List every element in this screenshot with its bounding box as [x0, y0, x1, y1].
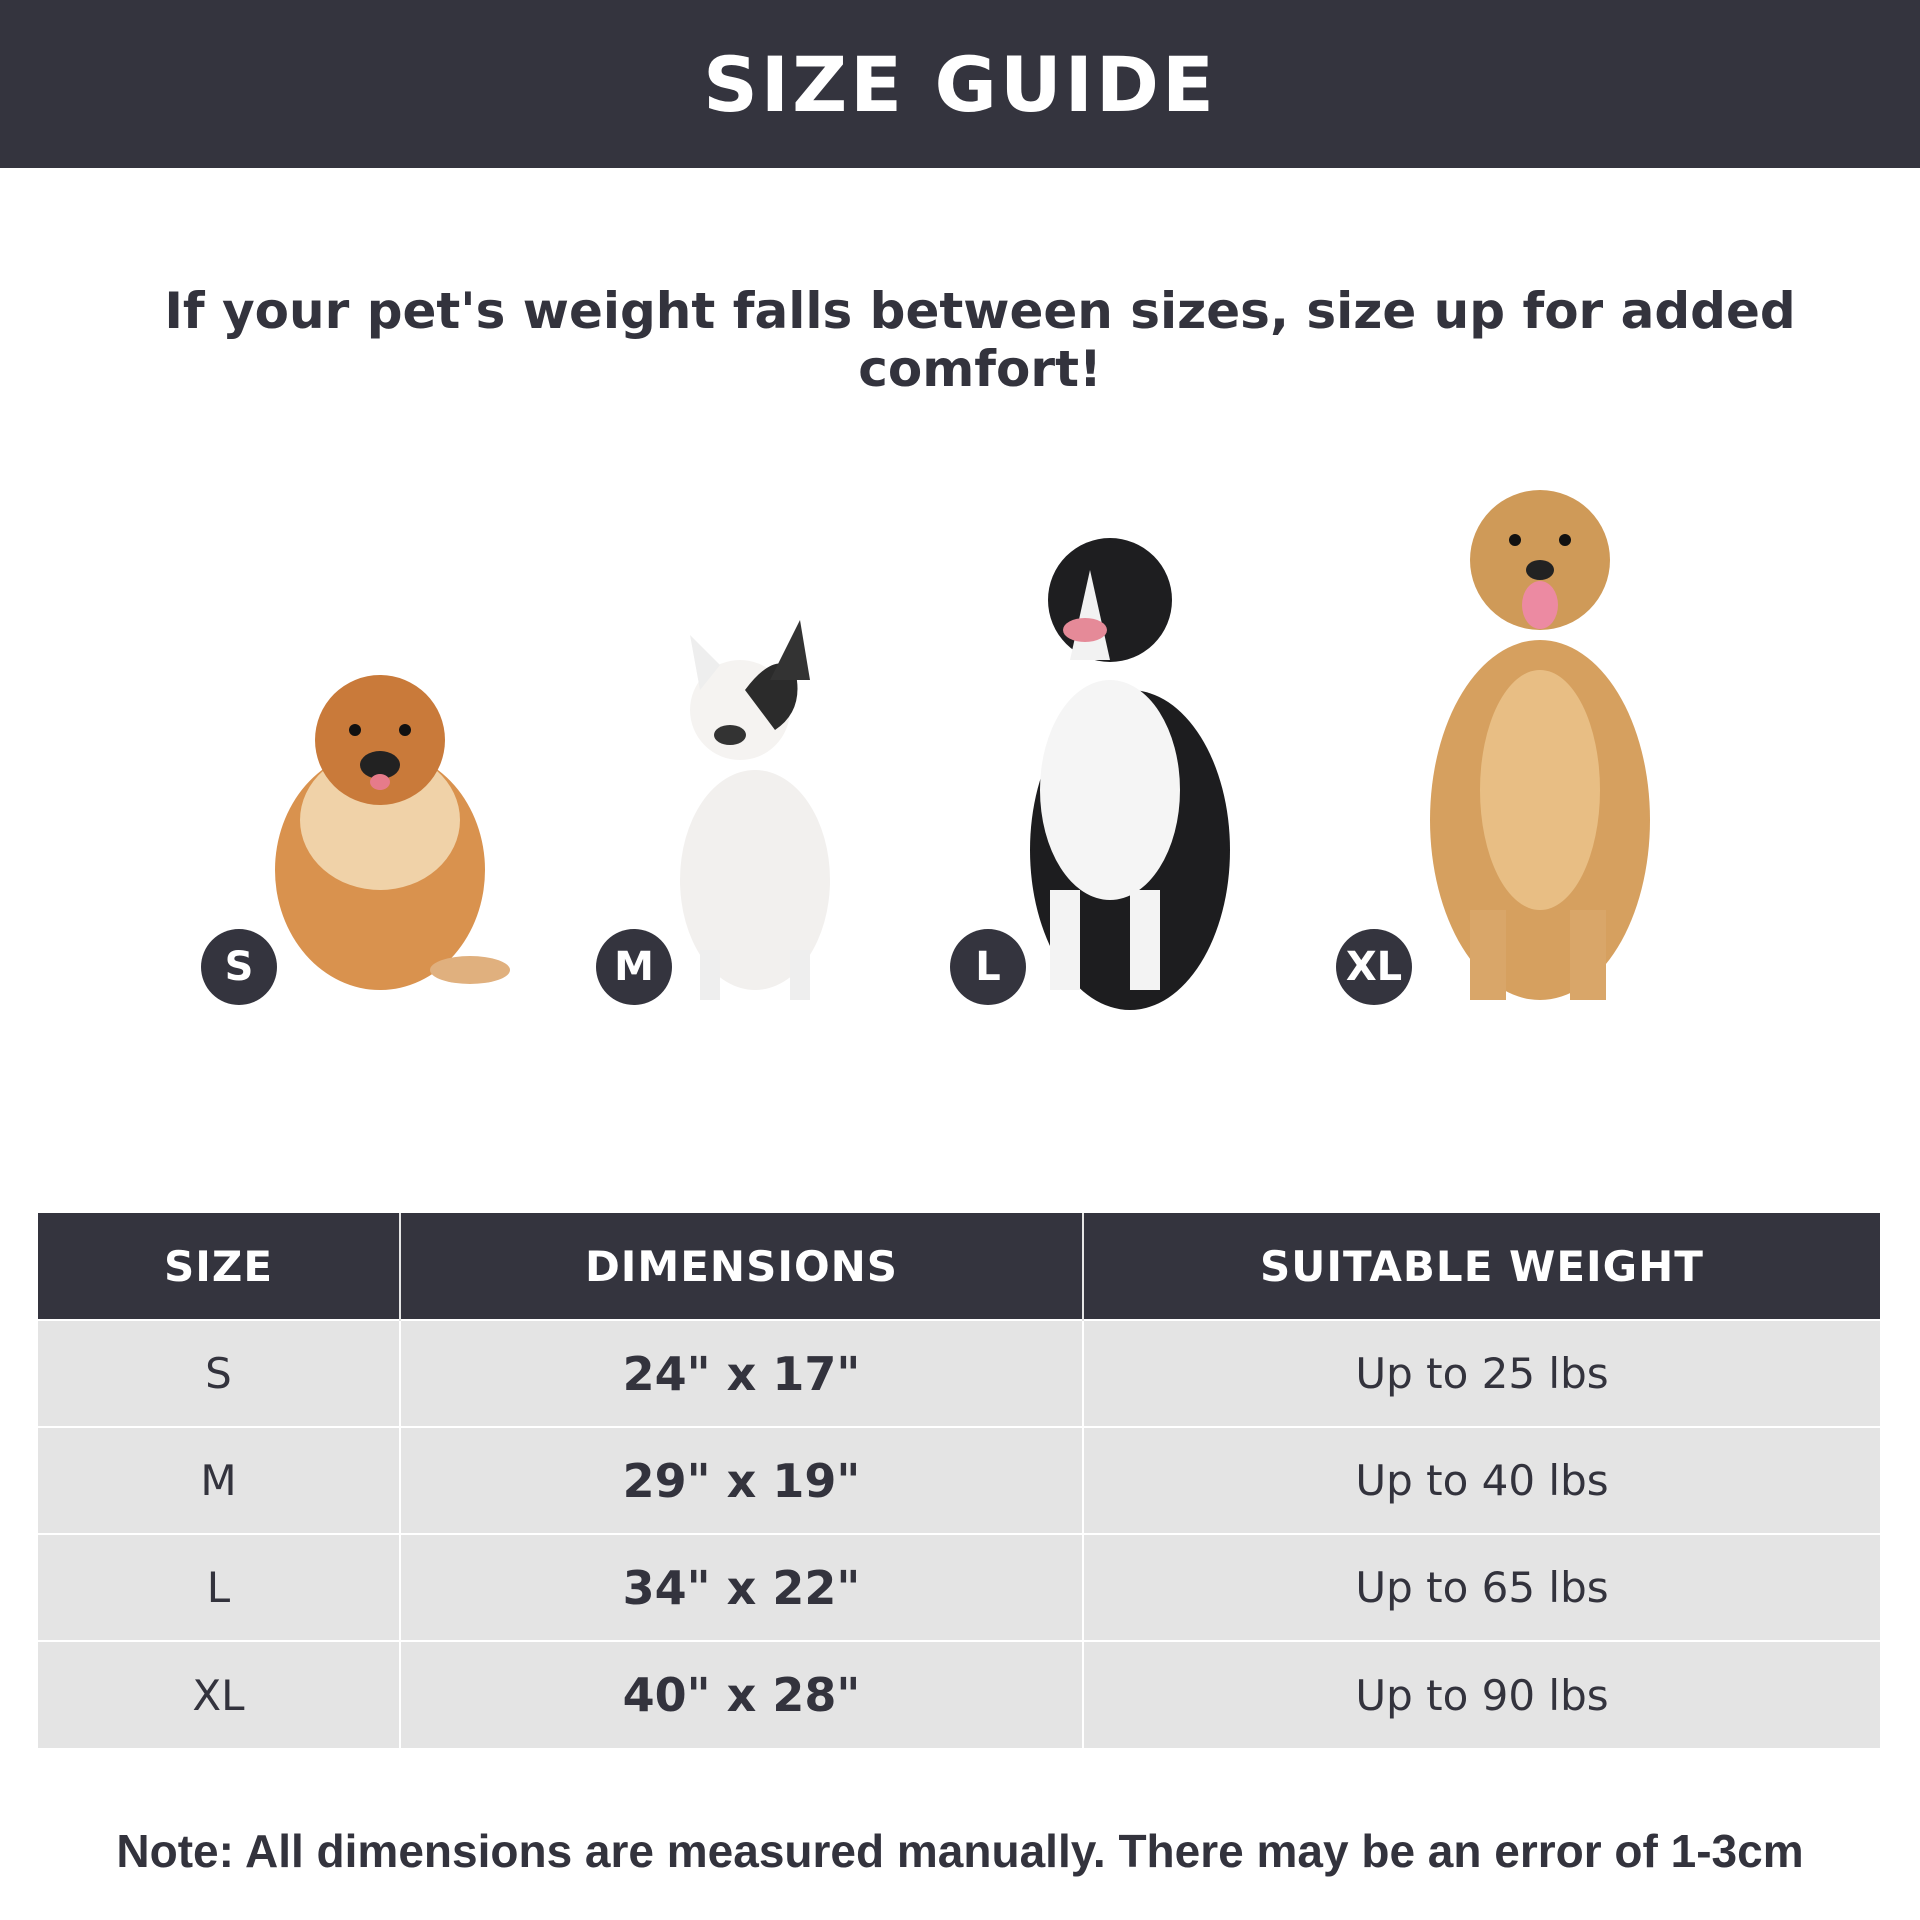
- cell-size: L: [38, 1533, 401, 1641]
- cell-size: S: [38, 1319, 401, 1427]
- table-row: S 24" x 17" Up to 25 lbs: [38, 1319, 1880, 1427]
- size-badge-m: M: [596, 929, 672, 1005]
- border-collie-image: [1030, 538, 1230, 1010]
- cell-dimensions: 29" x 19": [400, 1426, 1084, 1534]
- table-row: L 34" x 22" Up to 65 lbs: [38, 1533, 1880, 1641]
- cell-size: XL: [38, 1640, 401, 1748]
- cell-size: M: [38, 1426, 401, 1534]
- table-row: M 29" x 19" Up to 40 lbs: [38, 1426, 1880, 1534]
- cell-weight: Up to 65 lbs: [1083, 1533, 1880, 1641]
- golden-retriever-image: [1430, 490, 1650, 1000]
- subtitle: If your pet's weight falls between sizes…: [164, 282, 1796, 398]
- cell-dimensions: 40" x 28": [400, 1640, 1084, 1748]
- pomeranian-image: [275, 675, 510, 990]
- dog-illustrations: S M L XL: [0, 490, 1920, 1030]
- size-badge-l: L: [950, 929, 1026, 1005]
- table-row: XL 40" x 28" Up to 90 lbs: [38, 1640, 1880, 1748]
- dogs-image: [275, 490, 1650, 1010]
- cell-weight: Up to 40 lbs: [1083, 1426, 1880, 1534]
- measurement-note: Note: All dimensions are measured manual…: [116, 1825, 1804, 1877]
- size-badge-s: S: [201, 929, 277, 1005]
- cell-weight: Up to 90 lbs: [1083, 1640, 1880, 1748]
- size-table: SIZE DIMENSIONS SUITABLE WEIGHT S 24" x 1…: [38, 1213, 1880, 1748]
- cell-dimensions: 24" x 17": [400, 1319, 1084, 1427]
- size-badge-xl: XL: [1336, 929, 1412, 1005]
- cell-weight: Up to 25 lbs: [1083, 1319, 1880, 1427]
- header-weight: SUITABLE WEIGHT: [1083, 1213, 1880, 1320]
- header-dimensions: DIMENSIONS: [400, 1213, 1084, 1320]
- table-header-row: SIZE DIMENSIONS SUITABLE WEIGHT: [38, 1213, 1880, 1320]
- cell-dimensions: 34" x 22": [400, 1533, 1084, 1641]
- page-title: SIZE GUIDE: [703, 39, 1217, 129]
- header-banner: SIZE GUIDE: [0, 0, 1920, 168]
- french-bulldog-image: [680, 620, 830, 1000]
- header-size: SIZE: [38, 1213, 401, 1320]
